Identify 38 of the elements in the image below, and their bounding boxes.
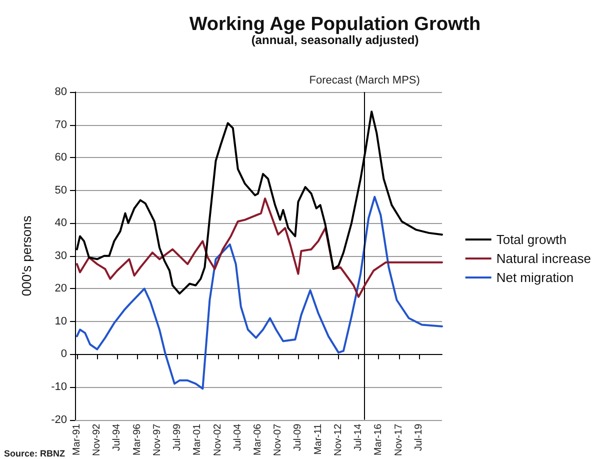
x-tick-label: Nov-17 [393, 423, 404, 456]
y-tick-label: 20 [54, 282, 67, 295]
x-tick-label: Nov-92 [92, 423, 103, 456]
y-tick-label: -10 [51, 380, 67, 393]
x-tick-label: Jul-09 [292, 423, 304, 452]
y-tick-label: 0 [60, 348, 67, 360]
x-tick-label: Nov-07 [272, 423, 284, 456]
y-tick-label: -20 [51, 414, 67, 426]
y-tick-label: 40 [54, 217, 67, 230]
x-tick-label: Jul-99 [172, 423, 184, 452]
legend-label: Natural increase [496, 251, 591, 266]
x-tick-label: Nov-97 [152, 423, 163, 456]
y-tick-label: 60 [54, 152, 67, 164]
x-tick-label: Nov-02 [212, 423, 224, 456]
y-tick-label: 70 [54, 118, 67, 131]
x-tick-label: Mar-01 [192, 423, 204, 456]
x-tick-label: Mar-91 [71, 423, 82, 456]
x-tick-label: Jul-19 [413, 423, 424, 452]
x-tick-label: Mar-96 [132, 423, 143, 456]
line-series [76, 198, 443, 298]
x-tick-label: Nov-12 [332, 423, 344, 456]
y-tick-label: 50 [54, 184, 67, 196]
x-tick-label: Jul-14 [353, 423, 364, 452]
source-note: Source: RBNZ [4, 448, 66, 458]
x-tick-label: Mar-16 [373, 423, 384, 456]
legend-label: Net migration [496, 270, 574, 285]
chart-title: Working Age Population Growth [189, 14, 481, 35]
y-tick-label: 30 [54, 250, 67, 262]
y-tick-label: 10 [54, 315, 67, 328]
x-tick-label: Jul-04 [232, 423, 244, 452]
x-tick-label: Mar-11 [312, 423, 324, 455]
x-tick-label: Mar-06 [252, 423, 264, 456]
y-tick-label: 80 [54, 86, 67, 98]
ref-line-label: Forecast (March MPS) [309, 74, 420, 86]
legend-label: Total growth [496, 232, 566, 247]
x-tick-label: Jul-94 [112, 423, 123, 452]
chart-subtitle: (annual, seasonally adjusted) [251, 33, 419, 47]
y-axis-title: 000's persons [19, 215, 34, 296]
